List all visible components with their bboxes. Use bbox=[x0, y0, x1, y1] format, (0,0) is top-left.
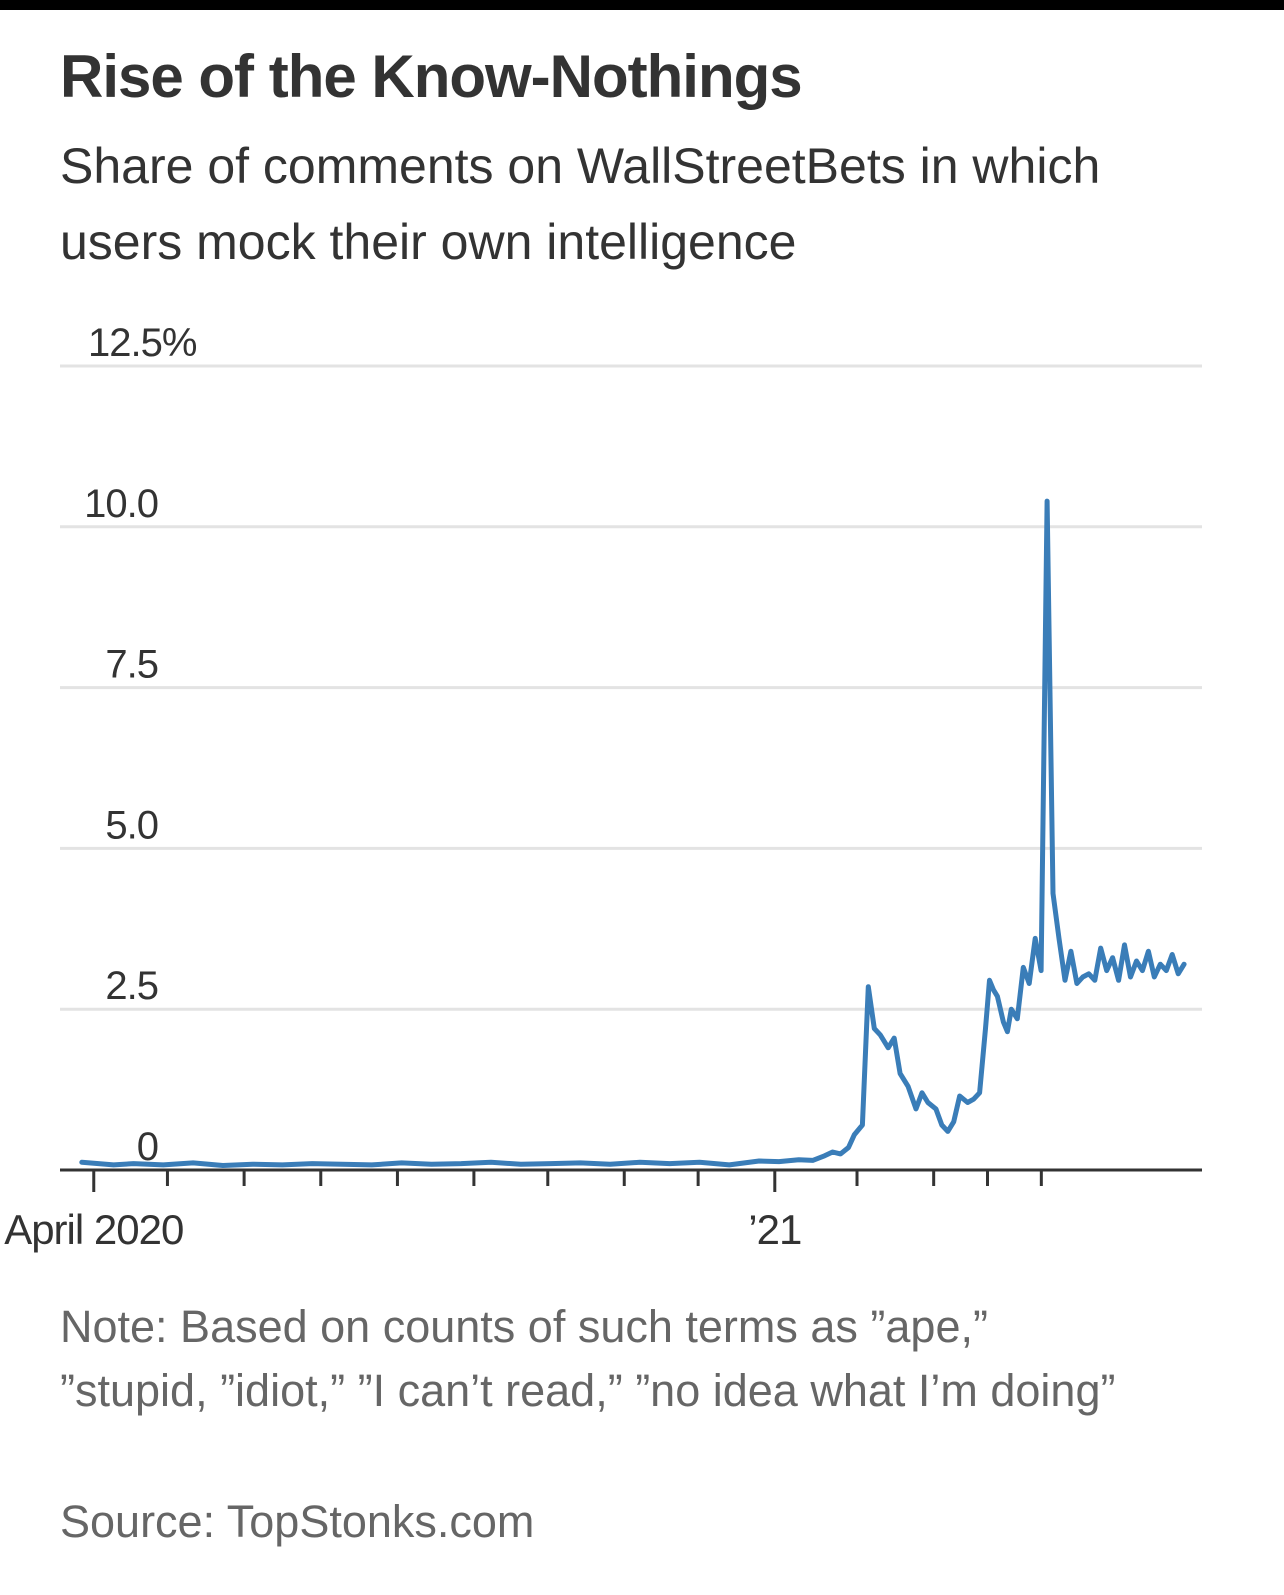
y-tick-label: 12.5% bbox=[88, 321, 197, 365]
tick-labels: 0 2.5 5.0 7.5 10.0 12.5% April 2020 ’21 bbox=[4, 321, 802, 1253]
x-axis bbox=[60, 1168, 1202, 1192]
chart-title: Rise of the Know-Nothings bbox=[60, 43, 803, 110]
series-line bbox=[79, 498, 1187, 1168]
chart-subtitle: Share of comments on WallStreetBets in w… bbox=[60, 138, 1101, 270]
grid-lines bbox=[60, 364, 1202, 1011]
y-tick-label: 0 bbox=[137, 1125, 158, 1169]
chart-plot: 0 2.5 5.0 7.5 10.0 12.5% April 2020 ’21 bbox=[4, 321, 1202, 1253]
x-tick-label: ’21 bbox=[748, 1206, 801, 1253]
chart-card: Rise of the Know-Nothings Share of comme… bbox=[0, 10, 1284, 1595]
chart-note: Note: Based on counts of such terms as ”… bbox=[60, 1301, 1116, 1416]
chart-source: Source: TopStonks.com bbox=[60, 1496, 535, 1547]
y-tick-label: 2.5 bbox=[105, 964, 158, 1008]
y-tick-label: 5.0 bbox=[105, 803, 158, 847]
x-tick-label: April 2020 bbox=[4, 1206, 183, 1253]
y-tick-label: 7.5 bbox=[105, 643, 158, 687]
y-tick-label: 10.0 bbox=[84, 482, 158, 526]
data-series bbox=[79, 498, 1187, 1168]
